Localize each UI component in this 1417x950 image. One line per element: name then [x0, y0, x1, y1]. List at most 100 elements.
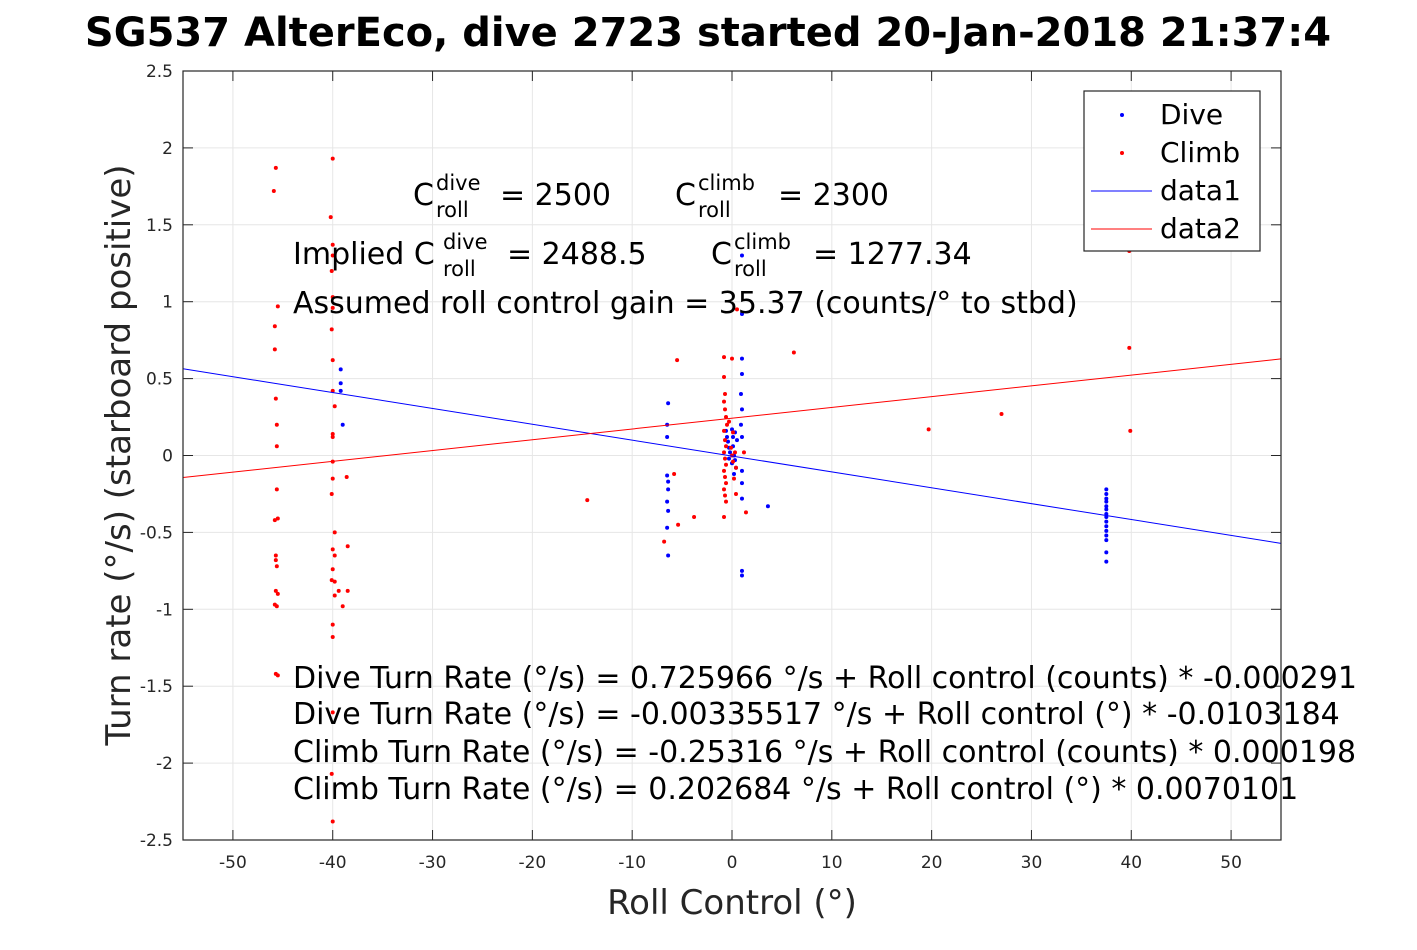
dive-point [739, 407, 744, 412]
c-roll-climb-sup: climb [698, 171, 755, 195]
climb-point [274, 604, 279, 609]
x-tick-label: 50 [1220, 853, 1242, 873]
implied-climb-sup: climb [734, 230, 791, 254]
climb-point [340, 604, 345, 609]
dive-point [338, 388, 343, 393]
climb-point [275, 673, 280, 678]
chart-title: SG537 AlterEco, dive 2723 started 20-Jan… [85, 10, 1331, 56]
c-roll-climb-symbol: C [675, 178, 696, 213]
implied-dive-sub: roll [443, 257, 476, 281]
series-dive [338, 253, 1109, 578]
x-tick-label: 40 [1120, 853, 1142, 873]
climb-point [329, 771, 334, 776]
y-tick-label: 2.5 [146, 62, 173, 82]
legend-dive-label: Dive [1160, 98, 1223, 131]
dive-point [1104, 507, 1109, 512]
dive-point [666, 553, 671, 558]
legend-data2-label: data2 [1160, 212, 1241, 245]
climb-point [330, 305, 335, 310]
climb-point [723, 475, 728, 480]
climb-point [724, 444, 729, 449]
climb-point [332, 404, 337, 409]
dive-point [1104, 538, 1109, 543]
c-roll-annotation: C dive roll = 2500 C climb roll = 2300 [413, 171, 889, 222]
climb-point [332, 553, 337, 558]
legend-box [1083, 90, 1261, 252]
climb-point [722, 355, 727, 360]
x-tick-label: -10 [618, 853, 646, 873]
dive-point [738, 422, 743, 427]
climb-point [330, 435, 335, 440]
climb-point [723, 391, 728, 396]
data1-fit-line [182, 368, 1282, 544]
dive-point [728, 450, 733, 455]
dive-point [739, 568, 744, 573]
climb-point [330, 156, 335, 161]
data2-fit-line [182, 358, 1282, 478]
dive-point [665, 499, 670, 504]
fit-equation-1: Dive Turn Rate (°/s) = 0.725966 °/s + Ro… [293, 661, 1357, 696]
dive-point [738, 391, 743, 396]
dive-point [725, 435, 730, 440]
climb-point [344, 475, 349, 480]
climb-point [733, 491, 738, 496]
climb-point [1128, 428, 1133, 433]
dive-point [730, 427, 734, 432]
legend-climb-label: Climb [1160, 136, 1240, 169]
series-layer [182, 156, 1282, 824]
climb-point [732, 450, 737, 455]
c-roll-dive-sub: roll [436, 198, 469, 222]
dive-point [338, 381, 343, 386]
climb-point [730, 459, 735, 464]
climb-point [730, 430, 735, 435]
climb-point [675, 358, 680, 363]
fit-equation-4: Climb Turn Rate (°/s) = 0.202684 °/s + R… [293, 772, 1298, 807]
c-roll-climb-sub: roll [698, 198, 731, 222]
climb-point [722, 450, 727, 455]
climb-point [330, 634, 335, 639]
x-tick-label: 30 [1021, 853, 1043, 873]
series-climb [271, 156, 1133, 824]
climb-point [724, 499, 729, 504]
dive-point [1104, 524, 1109, 529]
climb-point [330, 819, 335, 824]
y-tick-label: 0 [162, 447, 173, 467]
climb-point [724, 481, 729, 486]
climb-point [272, 324, 277, 329]
dive-point [727, 456, 732, 461]
climb-point [722, 428, 727, 433]
climb-point [275, 516, 280, 521]
climb-point [330, 358, 335, 363]
dive-point [1104, 487, 1109, 492]
climb-point [722, 515, 727, 520]
dive-point [1104, 528, 1109, 533]
dive-point [666, 508, 671, 513]
climb-point [330, 476, 335, 481]
climb-point [999, 411, 1004, 416]
legend-climb-marker [1120, 151, 1124, 155]
dive-point [734, 438, 739, 443]
y-axis-label: Turn rate (°/s) (starboard positive) [99, 164, 139, 746]
climb-point [273, 588, 278, 593]
dive-point [1104, 559, 1109, 564]
climb-point [926, 427, 931, 432]
c-roll-dive-symbol: C [413, 178, 434, 213]
x-tick-label: -50 [219, 853, 247, 873]
climb-point [727, 419, 732, 424]
climb-point [329, 491, 334, 496]
climb-point [332, 579, 337, 584]
x-axis-label: Roll Control (°) [607, 883, 857, 923]
y-tick-label: -1 [156, 600, 173, 620]
legend-data1-label: data1 [1160, 174, 1241, 207]
y-tick-label: 2 [162, 139, 173, 159]
climb-point [723, 493, 728, 498]
climb-point [330, 295, 335, 300]
climb-point [791, 350, 796, 355]
y-tick-label: 1 [162, 293, 173, 313]
dive-point [731, 471, 736, 476]
climb-point [273, 165, 278, 170]
dive-point [739, 312, 744, 317]
c-roll-dive-sup: dive [436, 171, 481, 195]
